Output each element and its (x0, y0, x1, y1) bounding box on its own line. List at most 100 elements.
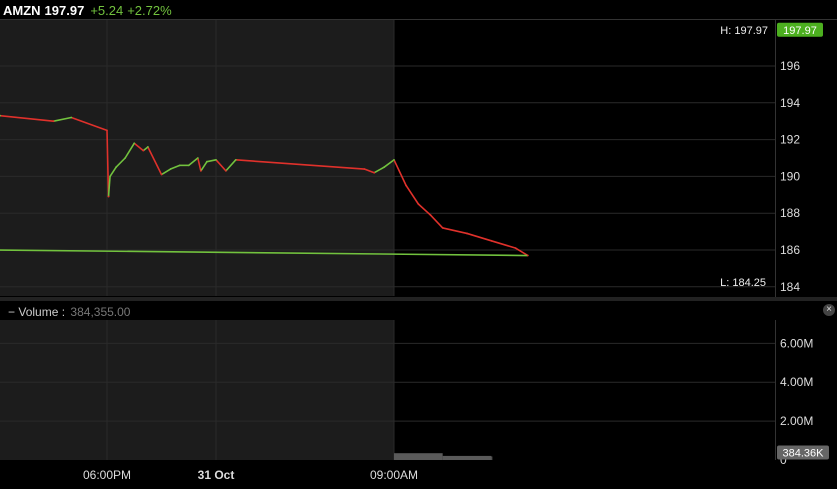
volume-tick-label: 0 (780, 453, 787, 467)
volume-label: Volume (18, 305, 59, 319)
price-point (466, 232, 468, 235)
price-segment (71, 116, 108, 132)
price-axis-divider (775, 20, 776, 297)
price-segment (107, 176, 111, 197)
last-price-tag-bg (777, 22, 823, 37)
price-change: +5.24 (90, 3, 124, 18)
price-segment (170, 164, 180, 170)
price-segment (417, 203, 432, 216)
price-point (0, 114, 1, 117)
price-point (234, 158, 237, 161)
price-point (106, 129, 108, 132)
volume-bar (394, 453, 443, 460)
price-point (199, 169, 202, 172)
price-point (142, 149, 145, 152)
extended-hours-background-volume (0, 320, 394, 460)
price-segment (188, 157, 199, 166)
time-tick-label: 06:00PM (83, 468, 131, 482)
price-segment (142, 146, 149, 152)
price-point (124, 157, 127, 159)
price-segment (109, 166, 117, 177)
top-divider (0, 19, 837, 20)
price-point (429, 214, 432, 216)
price-point (373, 171, 376, 174)
price-segment (405, 185, 420, 205)
price-point (196, 157, 199, 159)
price-point (490, 239, 493, 242)
price-point (215, 158, 217, 161)
price-point (169, 168, 172, 170)
price-segment (200, 161, 208, 172)
price-tick-label: 196 (780, 59, 800, 73)
volume-tick-label: 2.00M (780, 414, 813, 428)
time-tick-label: 31 Oct (198, 468, 235, 482)
price-point (146, 146, 149, 148)
collapse-icon[interactable]: − (8, 305, 16, 319)
price-change-percent: +2.72% (127, 3, 172, 18)
price-point (383, 166, 386, 169)
price-point (514, 247, 517, 250)
volume-axis-divider (775, 320, 776, 460)
price-segment (115, 157, 126, 168)
price-point (133, 142, 136, 145)
price-segment (373, 166, 385, 174)
price-point (441, 227, 444, 229)
price-tick-label: 192 (780, 133, 800, 147)
price-segment (215, 159, 227, 172)
time-tick-label: 09:00AM (370, 468, 418, 482)
price-segment (124, 142, 135, 159)
volume-separator: : (61, 305, 66, 319)
price-point (417, 203, 420, 205)
price-point (109, 175, 111, 178)
price-point (206, 160, 208, 163)
high-label: H: 197.97 (720, 25, 768, 37)
price-segment (133, 142, 144, 152)
price-point (187, 164, 190, 167)
close-volume-panel-button[interactable]: × (823, 304, 835, 316)
price-tick-label: 186 (780, 243, 800, 257)
price-point (526, 254, 529, 257)
volume-tick-label: 6.00M (780, 336, 813, 350)
low-label: L: 184.25 (720, 277, 766, 289)
price-point (405, 184, 408, 187)
price-point (107, 195, 110, 198)
last-price-tag: 197.97 (783, 25, 817, 37)
axes: 184 186 188 190 192 194 196 0 2.00M 4.00M 6.00M 06:… (83, 22, 829, 482)
last-volume-tag-bg (777, 445, 829, 460)
price-point (363, 168, 366, 170)
price-segment (53, 116, 72, 122)
price-segment (383, 159, 395, 168)
price-point (115, 166, 117, 169)
price-tick-label: 190 (780, 169, 800, 183)
price-segment (106, 130, 110, 197)
price-point (393, 158, 395, 161)
panel-divider (0, 297, 837, 301)
price-segment (235, 159, 365, 170)
price-segment (206, 159, 217, 163)
price-segment (161, 168, 171, 176)
volume-series (394, 453, 493, 460)
volume-bar (442, 455, 492, 460)
price-segment (393, 159, 407, 186)
price-segment (466, 232, 492, 242)
price-segment (491, 240, 516, 249)
price-point (224, 169, 227, 172)
price-point (160, 173, 163, 176)
price-point (70, 116, 73, 119)
price-tick-label: 188 (780, 206, 800, 220)
volume-value: 384,355.00 (70, 305, 131, 319)
price-segment (429, 214, 444, 229)
volume-bar (491, 456, 493, 460)
last-volume-tag: 384.36K (783, 448, 825, 460)
ticker-symbol[interactable]: AMZN (3, 3, 41, 18)
price-tick-label: 184 (780, 280, 800, 294)
price-segment (147, 146, 163, 175)
price-segment (0, 114, 54, 122)
price-segment (0, 249, 528, 257)
price-series (0, 114, 529, 257)
price-segment (364, 168, 375, 174)
price-point (178, 164, 181, 167)
price-segment (225, 159, 237, 172)
volume-tick-label: 4.00M (780, 375, 813, 389)
